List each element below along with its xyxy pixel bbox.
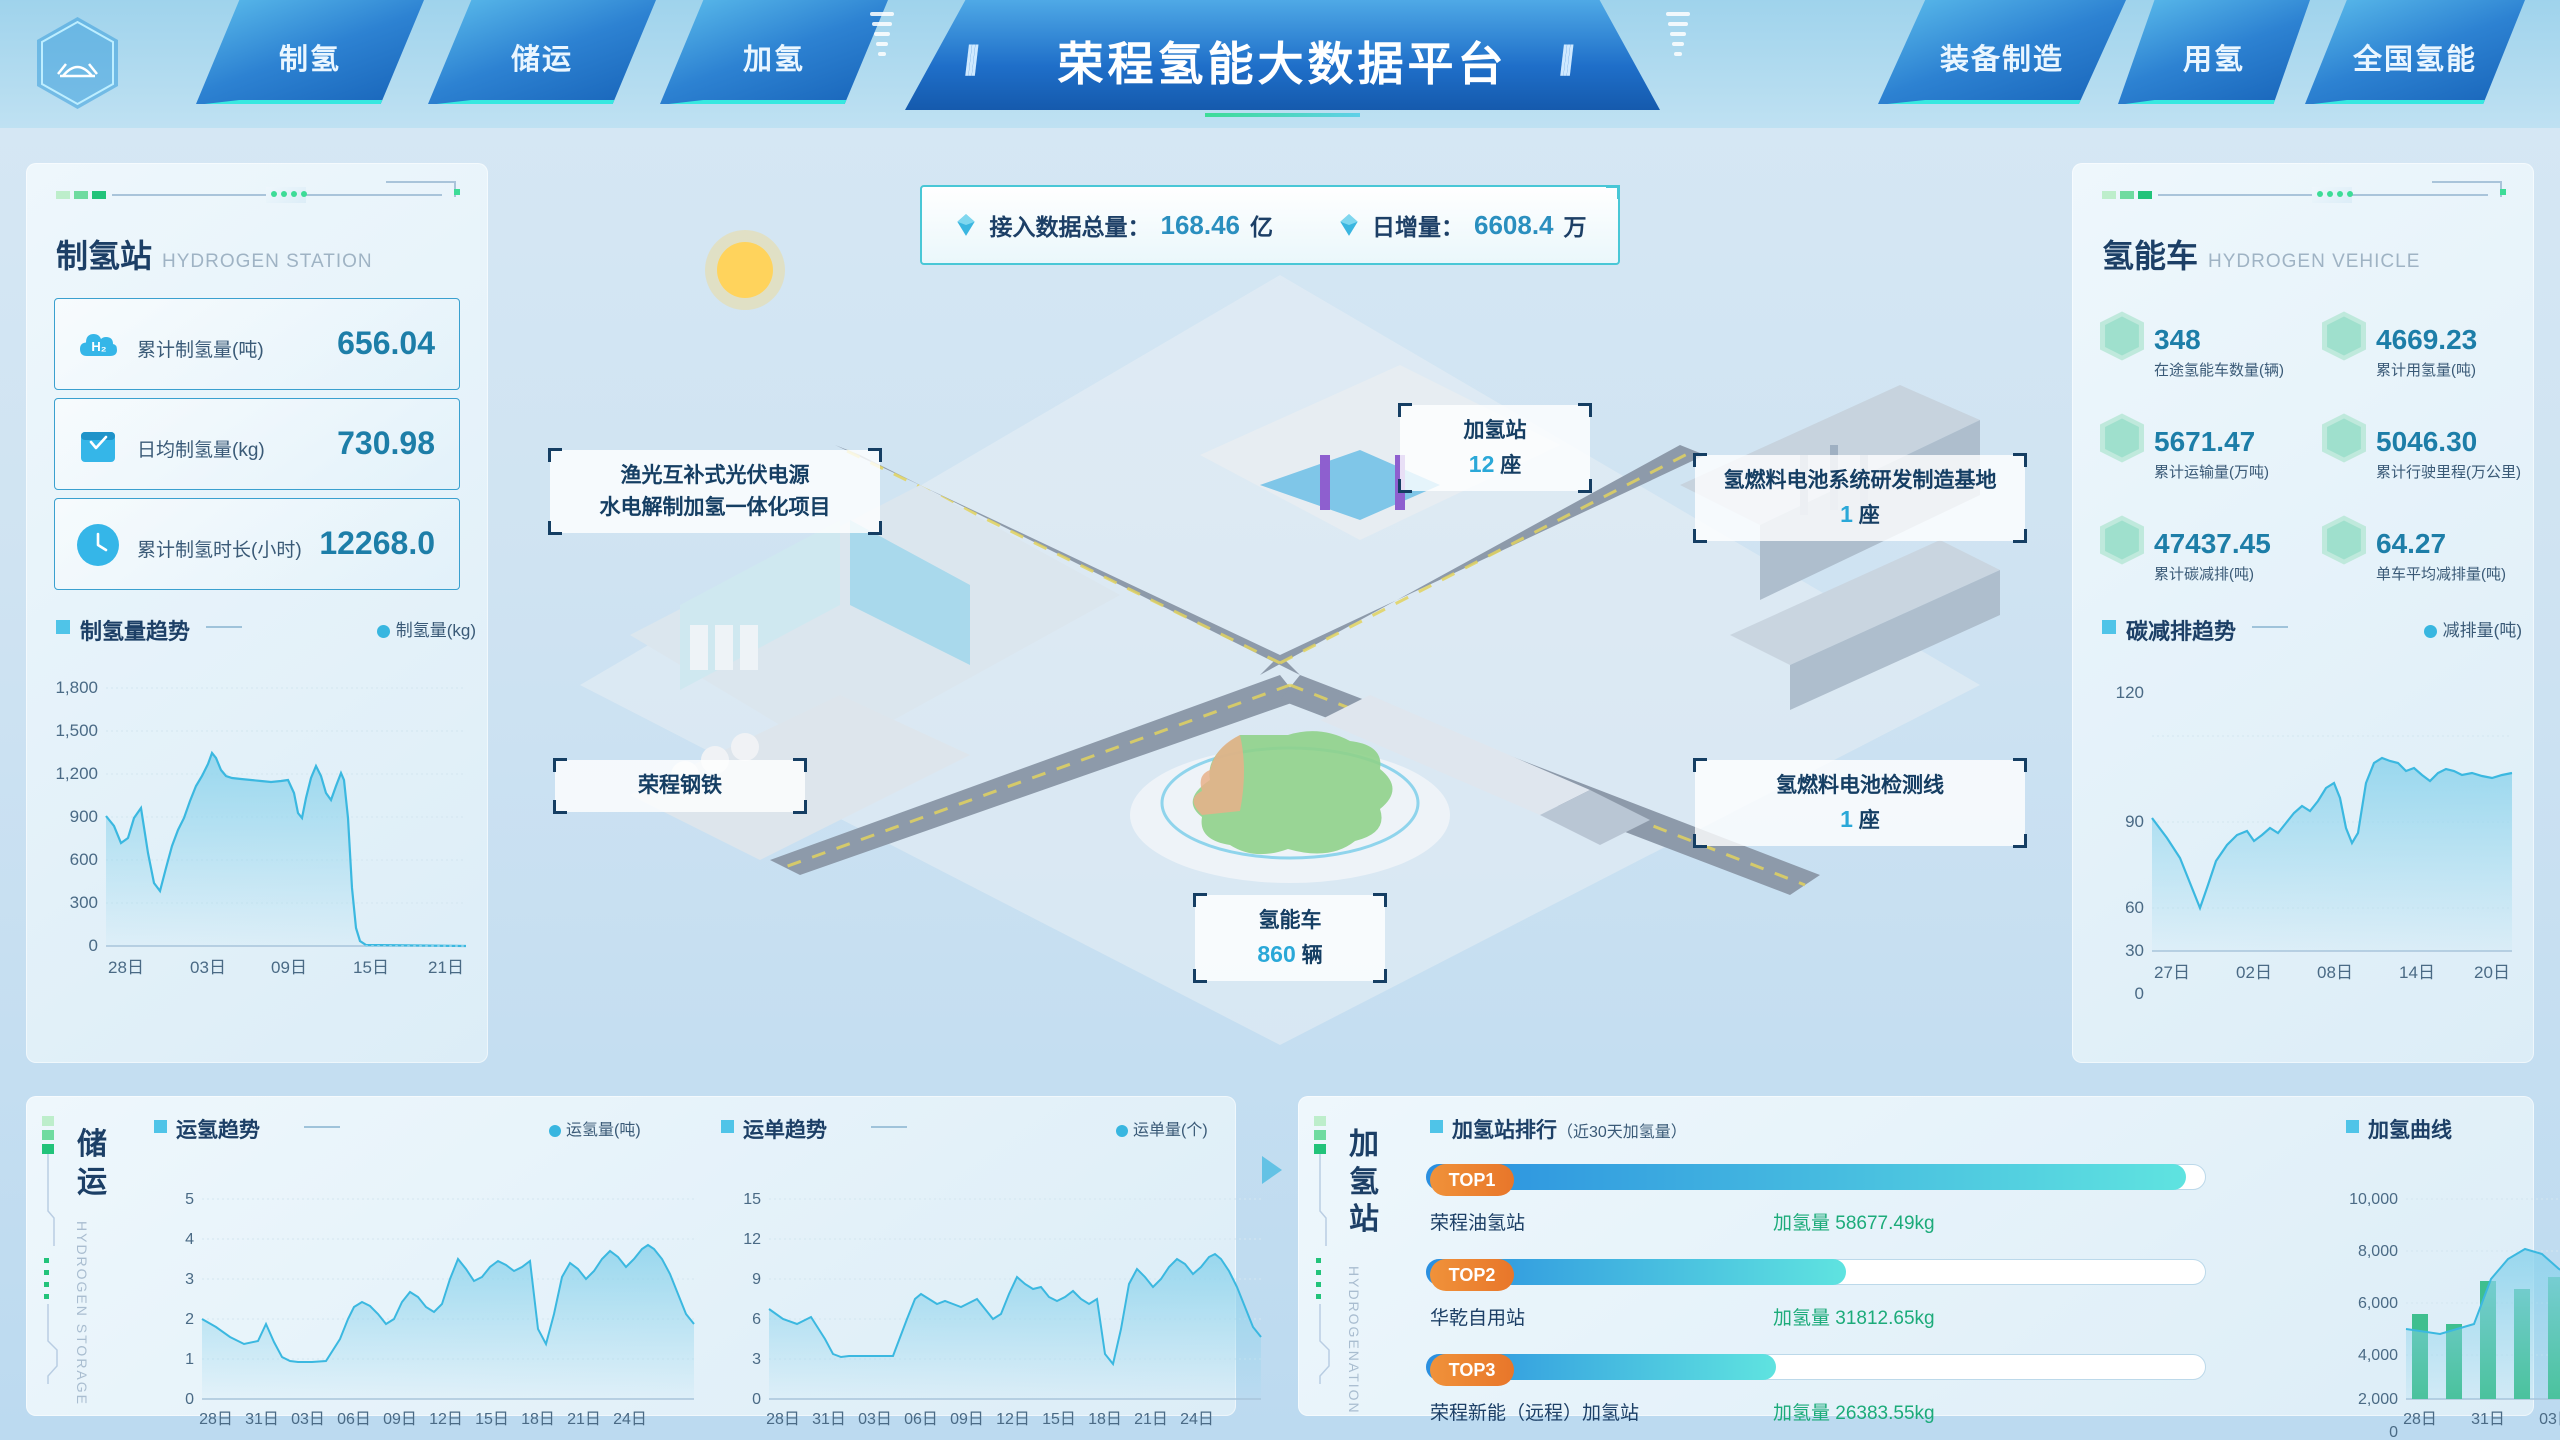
svg-text:8,000: 8,000 (2358, 1243, 2398, 1260)
svg-text:0: 0 (2135, 984, 2144, 1003)
svg-text:900: 900 (70, 807, 98, 826)
svg-text:15日: 15日 (475, 1411, 509, 1428)
svg-text:0: 0 (752, 1391, 761, 1408)
svg-text:03日: 03日 (858, 1411, 892, 1428)
svg-text:27日: 27日 (2154, 963, 2190, 982)
svg-text:0: 0 (185, 1391, 194, 1408)
svg-text:30: 30 (2125, 941, 2144, 960)
svg-text:12日: 12日 (996, 1411, 1030, 1428)
svg-text:03日: 03日 (291, 1411, 325, 1428)
svg-text:09日: 09日 (950, 1411, 984, 1428)
svg-text:0: 0 (89, 936, 98, 955)
svg-text:18日: 18日 (521, 1411, 555, 1428)
svg-text:2: 2 (185, 1311, 194, 1328)
svg-text:1,200: 1,200 (55, 764, 98, 783)
svg-text:12: 12 (743, 1231, 761, 1248)
svg-text:9: 9 (752, 1271, 761, 1288)
svg-text:120: 120 (2116, 683, 2144, 702)
svg-text:1,800: 1,800 (55, 678, 98, 697)
svg-text:03日: 03日 (2539, 1411, 2560, 1428)
svg-text:4,000: 4,000 (2358, 1347, 2398, 1364)
svg-text:09日: 09日 (271, 958, 307, 977)
svg-text:6,000: 6,000 (2358, 1295, 2398, 1312)
svg-text:15: 15 (743, 1191, 761, 1208)
svg-text:31日: 31日 (245, 1411, 279, 1428)
svg-text:90: 90 (2125, 812, 2144, 831)
svg-text:03日: 03日 (190, 958, 226, 977)
svg-text:3: 3 (185, 1271, 194, 1288)
svg-text:21日: 21日 (428, 958, 464, 977)
svg-text:15日: 15日 (1042, 1411, 1076, 1428)
svg-text:31日: 31日 (812, 1411, 846, 1428)
svg-text:1,500: 1,500 (55, 721, 98, 740)
svg-text:02日: 02日 (2236, 963, 2272, 982)
svg-text:5: 5 (185, 1191, 194, 1208)
svg-text:28日: 28日 (766, 1411, 800, 1428)
svg-text:1: 1 (185, 1351, 194, 1368)
svg-text:600: 600 (70, 850, 98, 869)
svg-text:60: 60 (2125, 898, 2144, 917)
svg-text:3: 3 (752, 1351, 761, 1368)
svg-text:24日: 24日 (1180, 1411, 1214, 1428)
svg-text:0: 0 (2389, 1424, 2398, 1440)
svg-text:21日: 21日 (1134, 1411, 1168, 1428)
svg-text:300: 300 (70, 893, 98, 912)
svg-text:24日: 24日 (613, 1411, 647, 1428)
svg-text:08日: 08日 (2317, 963, 2353, 982)
svg-text:09日: 09日 (383, 1411, 417, 1428)
svg-text:31日: 31日 (2471, 1411, 2505, 1428)
svg-text:H₂: H₂ (91, 339, 106, 354)
svg-text:4: 4 (185, 1231, 194, 1248)
svg-text:15日: 15日 (353, 958, 389, 977)
svg-text:14日: 14日 (2399, 963, 2435, 982)
svg-text:06日: 06日 (904, 1411, 938, 1428)
svg-text:28日: 28日 (2403, 1411, 2437, 1428)
svg-text:21日: 21日 (567, 1411, 601, 1428)
svg-text:28日: 28日 (199, 1411, 233, 1428)
svg-text:12日: 12日 (429, 1411, 463, 1428)
svg-text:20日: 20日 (2474, 963, 2510, 982)
svg-text:18日: 18日 (1088, 1411, 1122, 1428)
svg-text:2,000: 2,000 (2358, 1391, 2398, 1408)
svg-text:06日: 06日 (337, 1411, 371, 1428)
svg-text:28日: 28日 (108, 958, 144, 977)
svg-text:6: 6 (752, 1311, 761, 1328)
svg-text:10,000: 10,000 (2349, 1191, 2398, 1208)
